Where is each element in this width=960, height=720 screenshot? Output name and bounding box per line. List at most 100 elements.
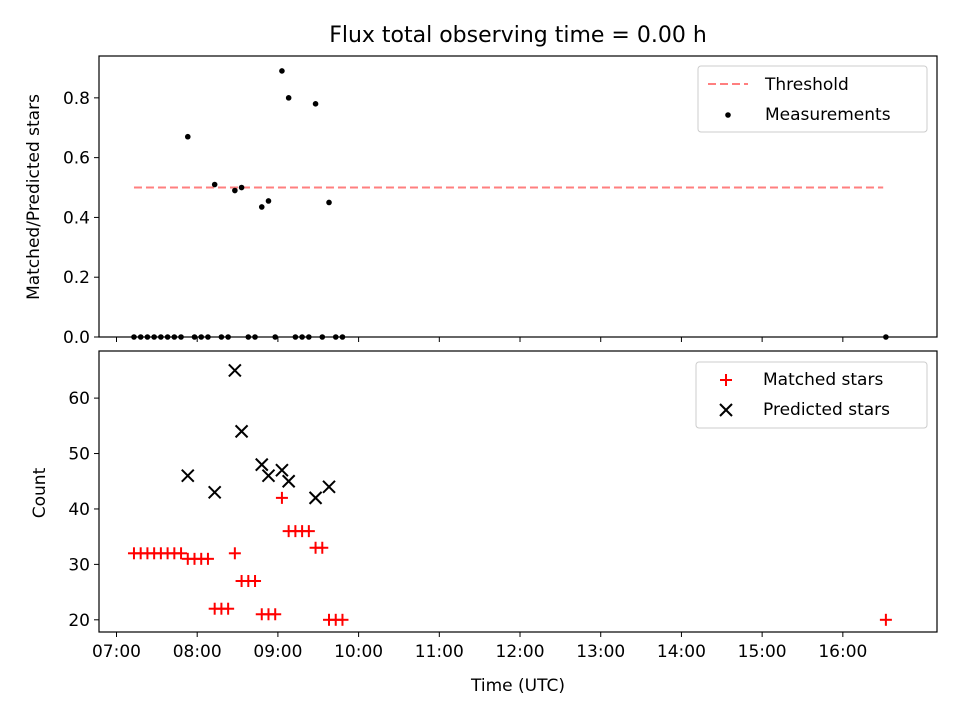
measurement-point <box>285 95 292 101</box>
matched-star-point <box>222 602 235 615</box>
top-y-axis-label: Matched/Predicted stars <box>24 94 44 300</box>
predicted-star-stroke-b <box>275 463 289 477</box>
predicted-star-point <box>275 463 289 477</box>
legend-matched-label: Matched stars <box>763 370 883 390</box>
predicted-star-point <box>234 424 249 439</box>
x-axis-label: Time (UTC) <box>470 676 565 696</box>
top-y-tick-label: 0.6 <box>63 149 90 169</box>
measurement-point <box>312 101 319 107</box>
legend-predicted-swatch <box>719 403 733 417</box>
measurement-point <box>205 334 211 340</box>
measurement-point <box>144 334 151 340</box>
bottom-y-tick-label: 30 <box>68 555 90 575</box>
measurement-point <box>332 334 339 340</box>
measurement-point <box>225 334 231 340</box>
measurement-point <box>245 334 252 340</box>
predicted-star-point <box>207 485 222 500</box>
measurement-point <box>238 184 245 191</box>
matched-star-point <box>316 541 329 554</box>
measurement-point <box>218 334 225 340</box>
top-y-tick-label: 0.0 <box>63 328 90 348</box>
measurement-point <box>265 198 272 204</box>
measurement-point <box>339 334 346 340</box>
measurement-point <box>258 204 265 210</box>
measurement-point <box>137 334 144 340</box>
measurement-point <box>299 334 305 340</box>
bottom-x-tick-label: 09:00 <box>253 642 302 662</box>
predicted-star-stroke-b <box>322 480 336 494</box>
matched-star-point <box>175 547 188 560</box>
top-plot: 0.0 0.2 0.4 0.6 0.8 <box>63 55 938 348</box>
matched-star-point <box>201 552 214 565</box>
matched-star-point <box>879 613 892 626</box>
measurement-point <box>279 68 285 74</box>
top-axes-frame <box>98 55 938 338</box>
measurement-point <box>319 334 326 340</box>
measurement-point <box>326 199 332 206</box>
bottom-y-axis-label: Count <box>30 467 50 518</box>
measurement-point <box>131 334 137 340</box>
measurement-point <box>883 334 889 340</box>
predicted-star-stroke-b <box>281 474 296 488</box>
predicted-star-point <box>322 480 336 494</box>
predicted-star-point <box>181 468 195 483</box>
matched-star-point <box>228 547 241 560</box>
bottom-x-tick-label: 10:00 <box>334 642 383 662</box>
bottom-y-tick-label: 20 <box>68 611 90 631</box>
top-y-tick-label: 0.8 <box>63 89 90 109</box>
measurement-point <box>232 187 238 194</box>
bottom-legend-box <box>695 361 928 429</box>
predicted-star-point <box>308 491 323 505</box>
measurement-point <box>191 334 198 340</box>
bottom-plot: 20 30 40 50 60 07:00 08:00 09:00 10:00 11:00 12:00… <box>68 350 938 662</box>
top-chart-title: Flux total observing time = 0.00 h <box>329 23 707 48</box>
measurement-point <box>306 334 312 340</box>
legend-measurements-swatch <box>725 112 731 118</box>
legend-predicted-label: Predicted stars <box>763 400 890 420</box>
bottom-x-tick-label: 07:00 <box>92 642 141 662</box>
measurement-point <box>184 133 191 140</box>
measurement-point <box>171 334 178 340</box>
measurement-point <box>164 334 171 340</box>
bottom-axes-frame <box>98 350 938 633</box>
measurement-point <box>151 334 157 340</box>
bottom-x-tick-label: 11:00 <box>415 642 464 662</box>
matched-star-point <box>336 613 349 626</box>
top-y-tick-label: 0.2 <box>63 268 90 288</box>
predicted-star-stroke-b <box>181 468 195 483</box>
bottom-x-tick-label: 08:00 <box>173 642 222 662</box>
predicted-star-point <box>255 457 269 472</box>
legend-measurements-label: Measurements <box>765 105 891 125</box>
legend-threshold-label: Threshold <box>764 75 849 95</box>
top-legend-box <box>697 65 928 133</box>
predicted-star-stroke-b <box>234 424 249 439</box>
predicted-star-point <box>281 474 296 488</box>
measurement-point <box>158 334 164 340</box>
predicted-star-stroke-b <box>207 485 222 500</box>
measurement-point <box>198 334 205 340</box>
measurement-point <box>211 181 218 188</box>
top-legend: Threshold Measurements <box>697 65 928 133</box>
measurement-point <box>292 334 299 340</box>
predicted-star-point <box>228 363 242 378</box>
predicted-star-stroke-b <box>228 363 242 378</box>
bottom-y-tick-label: 40 <box>68 500 90 520</box>
bottom-x-tick-label: 16:00 <box>818 642 867 662</box>
matched-star-point <box>302 525 315 538</box>
bottom-legend: Matched stars Predicted stars <box>695 361 928 429</box>
matched-star-point <box>269 608 282 621</box>
top-y-tick-label: 0.4 <box>63 208 90 228</box>
bottom-x-tick-label: 14:00 <box>657 642 706 662</box>
matched-star-point <box>249 575 262 588</box>
bottom-x-tick-label: 12:00 <box>496 642 545 662</box>
predicted-star-point <box>261 468 276 483</box>
bottom-x-tick-label: 13:00 <box>576 642 625 662</box>
measurement-point <box>178 334 184 340</box>
predicted-star-stroke-b <box>308 491 323 505</box>
measurement-point <box>252 334 258 340</box>
predicted-star-stroke-b <box>261 468 276 483</box>
matched-star-point <box>275 491 288 504</box>
bottom-y-tick-label: 50 <box>68 445 90 465</box>
bottom-x-tick-label: 15:00 <box>738 642 787 662</box>
